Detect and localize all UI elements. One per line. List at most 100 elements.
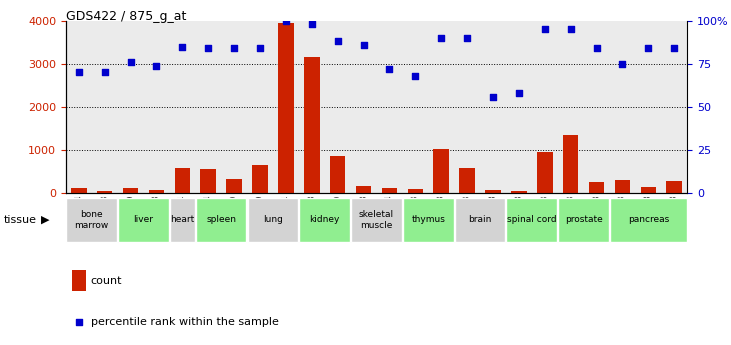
- Bar: [221, 21, 247, 193]
- Text: kidney: kidney: [309, 215, 340, 225]
- Bar: [610, 198, 686, 242]
- Point: [591, 46, 602, 51]
- Bar: [325, 21, 351, 193]
- Bar: [485, 190, 501, 193]
- Point: [565, 27, 577, 32]
- Bar: [563, 135, 578, 193]
- Text: thymus: thymus: [412, 215, 445, 225]
- Bar: [351, 21, 376, 193]
- Bar: [558, 21, 583, 193]
- Point: [409, 73, 421, 79]
- Point: [332, 39, 344, 44]
- Bar: [123, 188, 138, 193]
- Bar: [507, 198, 557, 242]
- Bar: [635, 21, 662, 193]
- Text: tissue: tissue: [4, 215, 37, 225]
- Point: [616, 61, 628, 67]
- Point: [384, 66, 395, 72]
- Text: GDS422 / 875_g_at: GDS422 / 875_g_at: [66, 10, 186, 23]
- Point: [99, 70, 110, 75]
- Point: [357, 42, 369, 48]
- Text: bone
marrow: bone marrow: [75, 210, 109, 230]
- Bar: [532, 21, 558, 193]
- Bar: [351, 198, 402, 242]
- Bar: [506, 21, 532, 193]
- Bar: [248, 198, 298, 242]
- Bar: [304, 57, 319, 193]
- Bar: [583, 21, 610, 193]
- Bar: [299, 198, 350, 242]
- Bar: [408, 189, 423, 193]
- Point: [125, 59, 137, 65]
- Bar: [118, 21, 143, 193]
- Bar: [330, 156, 345, 193]
- Bar: [66, 21, 91, 193]
- Bar: [610, 21, 635, 193]
- Point: [202, 46, 214, 51]
- Bar: [71, 188, 86, 193]
- Point: [228, 46, 240, 51]
- Bar: [195, 21, 221, 193]
- Bar: [67, 198, 117, 242]
- Text: prostate: prostate: [565, 215, 602, 225]
- Bar: [511, 190, 526, 193]
- Bar: [382, 188, 397, 193]
- Point: [176, 44, 188, 49]
- Bar: [588, 183, 605, 193]
- Bar: [118, 198, 169, 242]
- Bar: [455, 198, 505, 242]
- Bar: [299, 21, 325, 193]
- Bar: [428, 21, 454, 193]
- Text: pancreas: pancreas: [628, 215, 669, 225]
- Point: [73, 319, 85, 324]
- Bar: [200, 169, 216, 193]
- Bar: [402, 21, 428, 193]
- Point: [461, 35, 473, 41]
- Text: heart: heart: [170, 215, 194, 225]
- Point: [151, 63, 162, 68]
- Point: [668, 46, 680, 51]
- Bar: [170, 21, 195, 193]
- Text: spinal cord: spinal cord: [507, 215, 556, 225]
- Bar: [278, 23, 294, 193]
- Bar: [558, 198, 609, 242]
- Bar: [247, 21, 273, 193]
- Bar: [537, 152, 553, 193]
- Bar: [433, 149, 449, 193]
- Bar: [72, 270, 86, 291]
- Bar: [640, 187, 656, 193]
- Point: [643, 46, 654, 51]
- Point: [436, 35, 447, 41]
- Point: [513, 90, 525, 96]
- Point: [539, 27, 550, 32]
- Bar: [356, 186, 371, 193]
- Text: lung: lung: [263, 215, 283, 225]
- Bar: [615, 180, 630, 193]
- Bar: [175, 168, 190, 193]
- Bar: [403, 198, 454, 242]
- Text: skeletal
muscle: skeletal muscle: [359, 210, 394, 230]
- Point: [73, 70, 85, 75]
- Point: [306, 21, 317, 27]
- Text: brain: brain: [469, 215, 492, 225]
- Text: spleen: spleen: [206, 215, 236, 225]
- Bar: [143, 21, 170, 193]
- Bar: [667, 181, 682, 193]
- Bar: [96, 191, 113, 193]
- Point: [487, 94, 499, 99]
- Bar: [91, 21, 118, 193]
- Bar: [170, 198, 194, 242]
- Text: ▶: ▶: [41, 215, 50, 225]
- Text: liver: liver: [134, 215, 154, 225]
- Text: percentile rank within the sample: percentile rank within the sample: [91, 317, 279, 327]
- Text: count: count: [91, 276, 122, 286]
- Bar: [148, 190, 164, 193]
- Point: [280, 18, 292, 23]
- Bar: [480, 21, 506, 193]
- Bar: [196, 198, 246, 242]
- Bar: [376, 21, 402, 193]
- Bar: [459, 168, 475, 193]
- Bar: [273, 21, 299, 193]
- Bar: [454, 21, 480, 193]
- Point: [254, 46, 266, 51]
